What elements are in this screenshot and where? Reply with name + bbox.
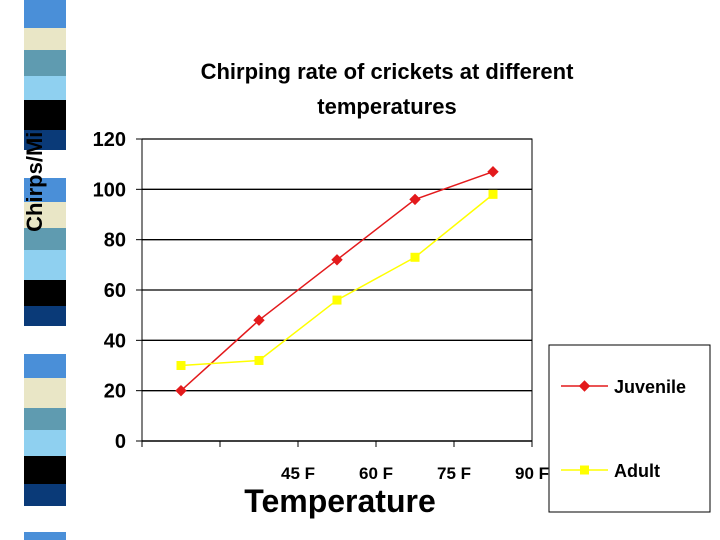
- data-point-juvenile: [409, 193, 421, 206]
- stripe-segment: [24, 28, 66, 50]
- legend-label-adult: Adult: [614, 461, 660, 481]
- stripe-segment: [24, 100, 66, 130]
- data-point-adult: [332, 295, 342, 305]
- stripe-segment: [24, 50, 66, 76]
- stripe-segment: [24, 150, 66, 178]
- x-tick-label: 75 F: [437, 464, 471, 483]
- data-point-juvenile: [175, 384, 187, 397]
- stripe-segment: [24, 130, 66, 150]
- stripe-segment: [24, 354, 66, 378]
- stripe-segment: [24, 178, 66, 202]
- y-axis: 0 20 40 60 80 100 120: [93, 129, 142, 453]
- stripe-segment: [24, 280, 66, 306]
- stripe-segment: [24, 506, 66, 532]
- x-tick-label: 45 F: [281, 464, 315, 483]
- legend: Juvenile Adult: [548, 344, 711, 513]
- stripe-segment: [24, 532, 66, 540]
- stripe-segment: [24, 326, 66, 354]
- y-tick-label: 60: [104, 280, 126, 302]
- legend-box: [548, 344, 711, 513]
- x-tick-label: 90 F: [515, 464, 549, 483]
- stripe-segment: [24, 250, 66, 280]
- data-point-juvenile: [487, 166, 499, 178]
- legend-marker-adult: [580, 465, 589, 475]
- y-tick-label: 0: [115, 431, 126, 453]
- data-point-juvenile: [331, 254, 343, 266]
- stripe-segment: [24, 306, 66, 326]
- chart-title-line-2: temperatures: [317, 94, 456, 119]
- stripe-segment: [24, 378, 66, 408]
- stripe-segment: [24, 202, 66, 228]
- gridlines: [142, 138, 532, 392]
- stripe-segment: [24, 456, 66, 484]
- stripe-segment: [24, 0, 66, 28]
- stripe-segment: [24, 484, 66, 506]
- chart-title-line-1: Chirping rate of crickets at different: [201, 59, 575, 84]
- data-point-adult: [254, 355, 264, 365]
- stripe-segment: [24, 430, 66, 456]
- x-axis-label: Temperature: [244, 483, 435, 519]
- stripe-segment: [24, 76, 66, 100]
- stripe-segment: [24, 408, 66, 430]
- data-point-juvenile: [253, 314, 265, 326]
- y-tick-label: 40: [104, 330, 126, 352]
- data-point-adult: [488, 189, 498, 199]
- x-axis: 45 F 60 F 75 F 90 F: [141, 440, 549, 483]
- data-point-adult: [410, 252, 420, 262]
- legend-label-juvenile: Juvenile: [614, 377, 686, 397]
- y-tick-label: 80: [104, 230, 126, 252]
- stripe-segment: [24, 228, 66, 250]
- x-tick-label: 60 F: [359, 464, 393, 483]
- y-tick-label: 100: [93, 179, 126, 201]
- y-axis-label: Chirps/Min: [22, 118, 47, 232]
- decorative-stripe-border: [24, 0, 66, 540]
- data-point-adult: [176, 361, 186, 370]
- y-tick-label: 20: [104, 381, 126, 403]
- y-tick-label: 120: [93, 129, 126, 151]
- legend-marker-juvenile: [578, 380, 591, 392]
- series-markers: [175, 166, 499, 397]
- plot-area: 0 20 40 60 80 100 120 45 F 60 F 75 F 90 F: [93, 129, 549, 483]
